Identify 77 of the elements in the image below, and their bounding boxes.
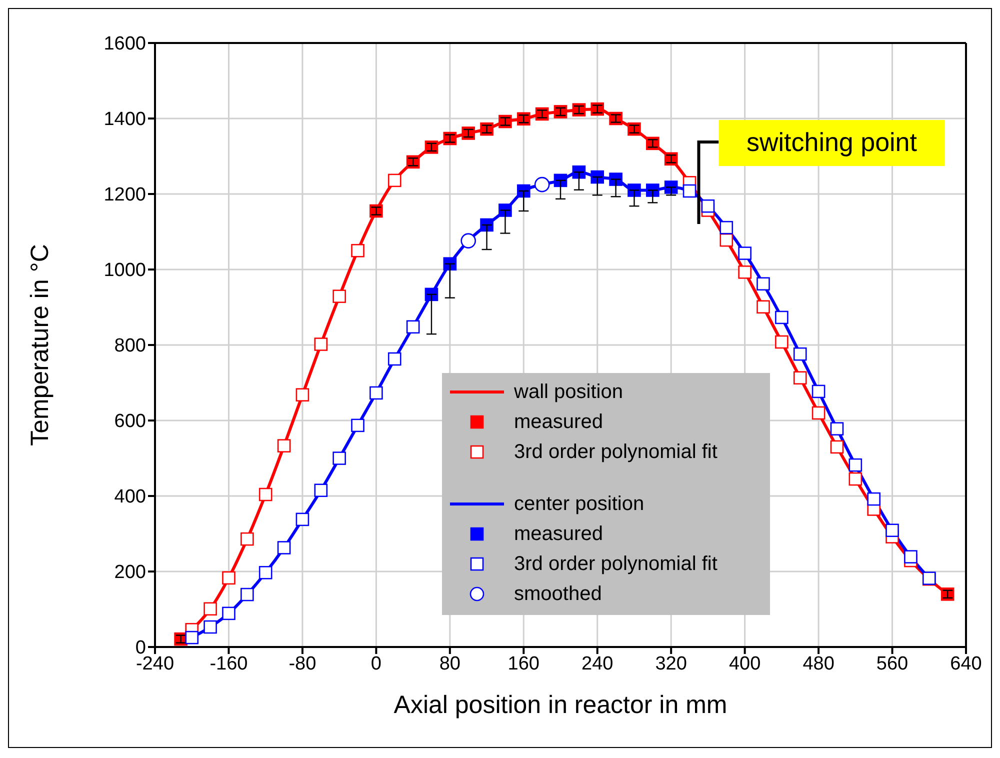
point [738, 265, 752, 279]
legend-label: measured [514, 410, 603, 434]
point [904, 550, 918, 564]
point [793, 347, 807, 361]
legend-label: smoothed [514, 582, 602, 606]
point [332, 452, 346, 465]
legend-label: 3rd order polynomial fit [514, 440, 718, 464]
point [775, 335, 788, 349]
annotation: switching point [746, 127, 918, 157]
point [720, 233, 734, 247]
point [848, 458, 862, 472]
callout-connector: switching point [697, 120, 945, 224]
point [830, 422, 844, 436]
point [258, 488, 272, 502]
x-tick-label: 480 [802, 653, 834, 674]
point [460, 233, 476, 248]
point [701, 199, 715, 213]
point [240, 588, 254, 602]
point [830, 440, 844, 454]
point [296, 512, 310, 526]
point [351, 244, 364, 258]
legend-label: wall position [514, 380, 623, 404]
point [277, 541, 291, 554]
point [204, 602, 217, 616]
point [332, 290, 346, 303]
point [812, 384, 826, 398]
x-tick-label: -160 [210, 653, 248, 674]
y-tick-label: 800 [114, 336, 146, 357]
y-axis-title: Temperature in °C [26, 244, 54, 446]
y-tick-label: 1400 [104, 109, 146, 130]
point [314, 338, 328, 351]
point [682, 184, 696, 198]
x-tick-label: 160 [508, 653, 540, 674]
y-tick-label: 200 [114, 562, 146, 584]
x-axis-title: Axial position in reactor in mm [394, 691, 728, 719]
point [388, 352, 402, 366]
point [351, 418, 364, 432]
point [185, 630, 199, 644]
point [406, 320, 420, 334]
point [886, 524, 899, 537]
x-tick-label: 640 [950, 653, 982, 674]
x-tick-label: 80 [439, 653, 460, 674]
point [222, 606, 236, 620]
point [222, 571, 236, 585]
x-tick-label: 400 [728, 653, 761, 674]
point [775, 310, 788, 324]
point [370, 386, 383, 400]
y-tick-label: 1000 [104, 260, 146, 282]
legend-label: measured [514, 522, 603, 546]
point [314, 484, 328, 497]
point [867, 492, 880, 506]
point [756, 300, 770, 314]
x-tick-label: 0 [370, 653, 382, 674]
x-tick-label: 320 [655, 653, 687, 674]
x-tick-label: 560 [876, 653, 908, 674]
point [793, 371, 807, 384]
point [738, 246, 752, 260]
point [258, 566, 272, 580]
legend-label: center position [514, 492, 644, 516]
x-tick-label: -80 [288, 653, 316, 674]
point [812, 406, 826, 420]
point [848, 472, 862, 486]
point [204, 620, 217, 634]
point [240, 532, 254, 546]
x-tick-label: -240 [136, 653, 174, 674]
point [277, 439, 291, 452]
y-tick-label: 1600 [104, 34, 146, 55]
point [720, 220, 734, 234]
y-tick-label: 1200 [104, 184, 146, 206]
y-tick-label: 400 [114, 486, 146, 508]
point [756, 277, 770, 290]
point [296, 388, 310, 402]
point [534, 176, 550, 192]
point [388, 174, 402, 188]
legend-label: 3rd order polynomial fit [514, 552, 718, 576]
x-tick-label: 240 [582, 653, 614, 674]
y-tick-label: 600 [114, 411, 146, 432]
